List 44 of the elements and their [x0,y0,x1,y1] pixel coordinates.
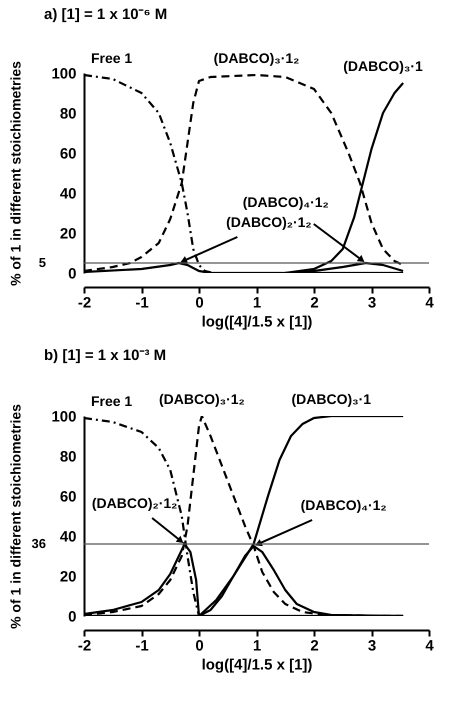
y-tick-label: 100 [51,66,76,82]
y-tick-label: 20 [60,226,76,242]
x-tick-label: 1 [252,638,262,654]
y-tick-label: 80 [60,106,76,122]
x-tick-label: 2 [310,638,319,654]
x-tick-label: 4 [425,294,434,312]
series-label: (DABCO)₃·1₂ [158,391,245,407]
series-label: (DABCO)₃·1 [343,58,423,74]
x-tick-label: 1 [252,294,262,312]
y-tick-label: 80 [60,448,76,466]
series-label: Free 1 [90,50,132,66]
ref-line-label: 5 [38,255,46,270]
text: (DABCO)₂·1₂ [92,495,178,511]
series-label: (DABCO)₃·1 [291,391,372,407]
x-tick-label: -1 [135,638,149,654]
x-tick-label: -1 [135,294,149,312]
x-axis-title: log([4]/1.5 x [1]) [202,656,312,674]
y-tick-label: 40 [60,186,76,202]
y-tick-label: 0 [68,266,76,282]
y-tick-label: 0 [68,608,76,626]
x-tick-label: -2 [78,294,92,312]
x-tick-label: 2 [310,294,319,312]
y-axis-title: % of 1 in different stoichiometries [7,404,24,629]
text: (DABCO)₂·1₂ [226,214,312,230]
series-label: (DABCO)₃·1₂ [214,50,300,66]
x-tick-label: 4 [425,638,434,654]
x-tick-label: 3 [368,638,376,654]
y-axis-title: % of 1 in different stoichiometries [7,60,24,286]
series-label: Free 1 [90,393,132,409]
chart-title: b) [1] = 1 x 10⁻³ M [44,347,166,364]
chart-title: a) [1] = 1 x 10⁻⁶ M [44,6,168,23]
y-tick-label: 60 [60,488,76,506]
y-tick-label: 20 [60,568,76,586]
x-tick-label: 0 [195,638,204,654]
x-tick-label: 0 [195,294,204,312]
x-tick-label: 3 [368,294,376,312]
text: (DABCO)₄·1₂ [300,497,387,513]
y-tick-label: 100 [51,408,76,426]
ref-line-label: 36 [32,536,46,551]
x-axis-title: log([4]/1.5 x [1]) [202,314,312,330]
y-tick-label: 40 [60,528,76,546]
text: (DABCO)₄·1₂ [242,194,329,210]
y-tick-label: 60 [60,146,76,162]
x-tick-label: -2 [78,638,92,654]
